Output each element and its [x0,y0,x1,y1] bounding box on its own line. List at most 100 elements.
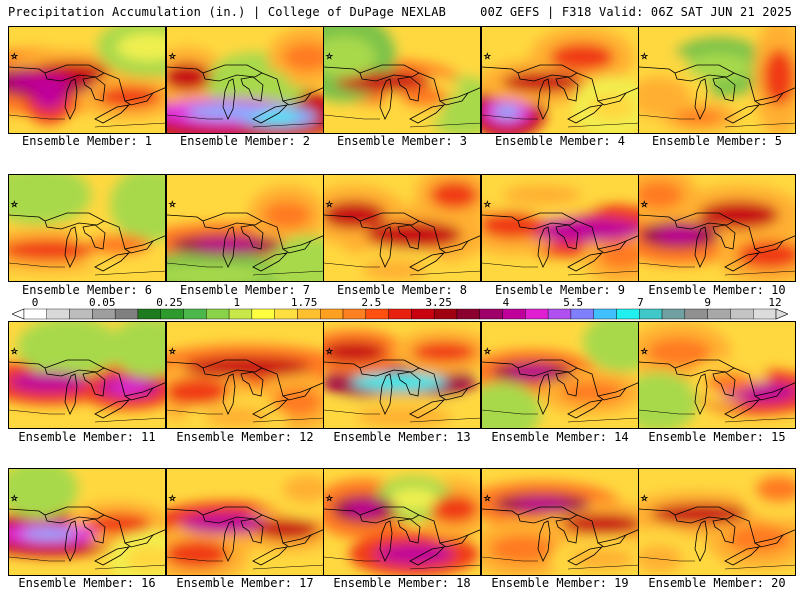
precip-area [283,43,323,71]
ensemble-map-panel: ☆ [481,468,639,576]
precip-area [493,105,521,119]
colorbar-bin [365,308,389,320]
precip-area [490,535,554,563]
precip-area [430,181,478,209]
star-icon: ☆ [169,197,176,210]
colorbar-tick-label: 4 [502,296,510,309]
ensemble-member-label: Ensemble Member: 18 [333,576,471,590]
precip-area [186,105,268,119]
precip-area [346,502,382,516]
colorbar-tick-label: 7 [637,296,644,309]
great-lakes-outline [167,64,323,128]
precip-area [9,74,71,90]
colorbar-bin [183,308,207,320]
great-lakes-outline [482,64,638,128]
precip-area [755,475,795,503]
colorbar-tick-label: 2.5 [361,296,382,309]
precip-area [356,406,452,428]
precip-area [97,86,161,108]
precip-map: ☆ [9,27,165,133]
precip-area [372,377,426,387]
great-lakes-outline [9,506,165,570]
precip-area [167,63,211,91]
precip-area [639,181,683,209]
colorbar-bin [502,308,526,320]
star-icon: ☆ [484,197,491,210]
precip-area [509,366,555,378]
precip-area [125,187,165,223]
star-icon: ☆ [641,49,648,62]
precip-area [639,388,683,416]
great-lakes-outline [324,212,480,276]
page-title: Precipitation Accumulation (in.) | Colle… [8,5,447,19]
star-icon: ☆ [11,197,18,210]
great-lakes-outline [324,359,480,423]
precip-area [167,540,229,568]
precip-map: ☆ [167,175,323,281]
ensemble-map-panel: ☆ [638,321,796,429]
great-lakes-outline [639,212,795,276]
star-icon: ☆ [326,491,333,504]
precip-area [391,548,437,560]
ensemble-map-panel: ☆ [638,468,796,576]
precip-area [273,388,321,416]
ensemble-member-label: Ensemble Member: 16 [18,576,156,590]
great-lakes-outline [9,64,165,128]
ensemble-member-label: Ensemble Member: 5 [651,134,783,148]
precip-area [366,221,462,249]
colorbar-tick-label: 0.25 [156,296,183,309]
colorbar-bin [114,308,139,320]
colorbar-bin [92,308,116,320]
ensemble-map-panel: ☆ [166,321,324,429]
colorbar-min-arrow [12,308,25,320]
great-lakes-outline [482,359,638,423]
star-icon: ☆ [484,344,491,357]
great-lakes-outline [482,212,638,276]
precip-map: ☆ [482,175,638,281]
ensemble-member-label: Ensemble Member: 12 [176,430,314,444]
precip-area [412,341,476,363]
precip-area [22,528,76,540]
precip-area [482,211,544,239]
precip-area [195,239,259,251]
ensemble-map-panel: ☆ [638,174,796,282]
precip-area [324,341,386,363]
colorbar-max-arrow [775,308,788,320]
precip-map: ☆ [167,322,323,428]
precip-area [87,513,151,535]
colorbar-bin [753,308,777,320]
great-lakes-outline [324,506,480,570]
star-icon: ☆ [11,491,18,504]
ensemble-map-panel: ☆ [8,468,166,576]
colorbar-bin [639,308,663,320]
colorbar-bin [23,308,47,320]
precip-area [737,241,795,269]
ensemble-map-panel: ☆ [166,468,324,576]
colorbar-tick-label: 1 [233,296,241,309]
ensemble-member-label: Ensemble Member: 14 [491,430,629,444]
colorbar-bin [69,308,93,320]
colorbar-tick-label: 0.05 [89,296,116,309]
precip-map: ☆ [639,27,795,133]
great-lakes-outline [9,212,165,276]
ensemble-member-label: Ensemble Member: 3 [336,134,468,148]
precip-area [117,33,165,61]
colorbar-scale [12,308,788,320]
precip-area [699,201,779,229]
precip-area [200,518,254,530]
precip-area [736,386,782,398]
ensemble-map-panel: ☆ [323,26,481,134]
colorbar-bin [160,308,184,320]
precip-area [167,264,271,281]
precip-map: ☆ [167,27,323,133]
colorbar-bin [388,308,412,320]
colorbar-tick-label: 9 [704,296,712,309]
ensemble-member-label: Ensemble Member: 20 [648,576,786,590]
precip-area [324,201,386,229]
ensemble-map-panel: ☆ [8,174,166,282]
precip-area [430,495,478,523]
precip-area [639,76,691,118]
precip-map: ☆ [324,322,480,428]
precip-area [570,548,634,570]
precip-area [40,90,58,104]
